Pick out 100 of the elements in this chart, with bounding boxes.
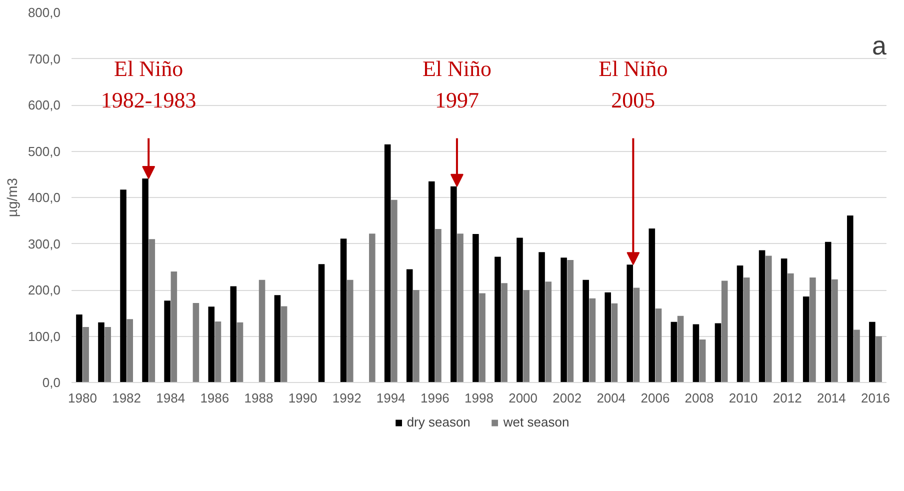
x-tick-label: 2006	[640, 390, 670, 406]
x-tick-label: 2014	[816, 390, 846, 406]
annotation: a	[872, 30, 888, 61]
bar	[545, 282, 552, 382]
bar	[766, 256, 772, 382]
bar	[76, 314, 82, 382]
bar	[538, 252, 545, 382]
bar	[428, 181, 435, 382]
x-tick-label: 1984	[156, 390, 186, 406]
bar	[82, 327, 89, 382]
bar	[824, 242, 832, 382]
bar	[633, 288, 640, 382]
bar	[126, 319, 134, 382]
y-tick-label: 700,0	[28, 51, 61, 66]
x-tick-label: 1992	[332, 390, 362, 406]
x-tick-label: 1990	[288, 390, 318, 406]
bar	[501, 283, 508, 382]
y-tick-label: 800,0	[28, 5, 61, 20]
legend-label: wet season	[503, 414, 570, 430]
bar	[648, 228, 656, 382]
x-tick-label: 2004	[596, 390, 626, 406]
x-tick-label: 2016	[861, 390, 890, 406]
y-tick-label: 200,0	[28, 282, 61, 298]
legend-label: dry season	[406, 414, 470, 430]
bar	[876, 336, 882, 382]
bar	[714, 323, 722, 382]
bar	[170, 272, 178, 382]
bar	[413, 290, 420, 382]
x-tick-label: 1980	[68, 390, 97, 406]
bar	[214, 321, 222, 382]
bar	[391, 200, 398, 382]
annotation: El Niño 2005	[598, 56, 668, 112]
annotation: El Niño 1982-1983	[100, 56, 196, 112]
x-tick-label: 2000	[508, 390, 538, 406]
bar	[280, 306, 288, 382]
bar	[869, 322, 876, 382]
bar	[98, 322, 104, 382]
bar	[743, 278, 750, 382]
bar	[472, 234, 479, 382]
bar	[604, 292, 611, 382]
bar	[192, 302, 200, 382]
x-tick-label: 1996	[420, 390, 450, 406]
y-tick-label: 300,0	[28, 236, 61, 252]
y-tick-label: 0,0	[42, 375, 61, 390]
x-tick-label: 2010	[728, 390, 758, 406]
bar	[560, 258, 567, 382]
bar	[494, 256, 501, 382]
x-tick-label: 1998	[464, 390, 494, 406]
bar	[788, 273, 794, 382]
bar	[236, 322, 244, 382]
y-tick-label: 100,0	[28, 328, 61, 344]
x-tick-label: 2002	[552, 390, 582, 406]
bar	[847, 216, 854, 382]
bar	[523, 290, 530, 382]
bar	[479, 293, 486, 382]
bar	[582, 280, 589, 382]
x-tick-label: 1994	[376, 390, 406, 406]
bar	[670, 322, 678, 382]
bar	[274, 295, 281, 382]
bar	[699, 339, 706, 382]
y-axis-title: µg/m3	[4, 178, 20, 218]
bar	[692, 324, 700, 382]
bar	[120, 190, 126, 382]
bar	[567, 260, 574, 382]
annotation: El Niño 1997	[422, 56, 492, 112]
bar	[435, 228, 442, 382]
bar	[104, 327, 111, 382]
bar	[340, 238, 347, 382]
bar	[721, 280, 728, 382]
bar	[384, 144, 391, 382]
bar	[347, 280, 354, 382]
bar	[148, 239, 156, 382]
bar	[758, 250, 766, 382]
bar	[318, 264, 325, 382]
y-tick-label: 400,0	[28, 190, 61, 205]
bar	[369, 234, 376, 382]
bar	[655, 308, 662, 382]
x-tick-label: 2012	[772, 390, 802, 406]
x-tick-label: 1988	[244, 390, 274, 406]
bar	[164, 300, 170, 382]
bar	[589, 298, 596, 382]
bar	[802, 296, 810, 382]
bar	[677, 316, 684, 382]
x-tick-label: 1982	[112, 390, 142, 406]
bar	[854, 330, 860, 382]
bar	[611, 303, 618, 382]
x-tick-label: 1986	[200, 390, 230, 406]
bar	[516, 238, 523, 382]
y-tick-label: 600,0	[28, 98, 61, 112]
y-tick-label: 500,0	[28, 144, 61, 159]
bar	[736, 265, 744, 382]
bar	[810, 278, 816, 382]
bar	[780, 258, 788, 382]
x-tick-label: 2008	[684, 390, 714, 406]
bar	[208, 306, 215, 382]
bar	[230, 286, 237, 382]
bar	[832, 279, 838, 382]
bar	[457, 234, 464, 382]
bar	[406, 269, 413, 382]
bar	[258, 280, 266, 382]
